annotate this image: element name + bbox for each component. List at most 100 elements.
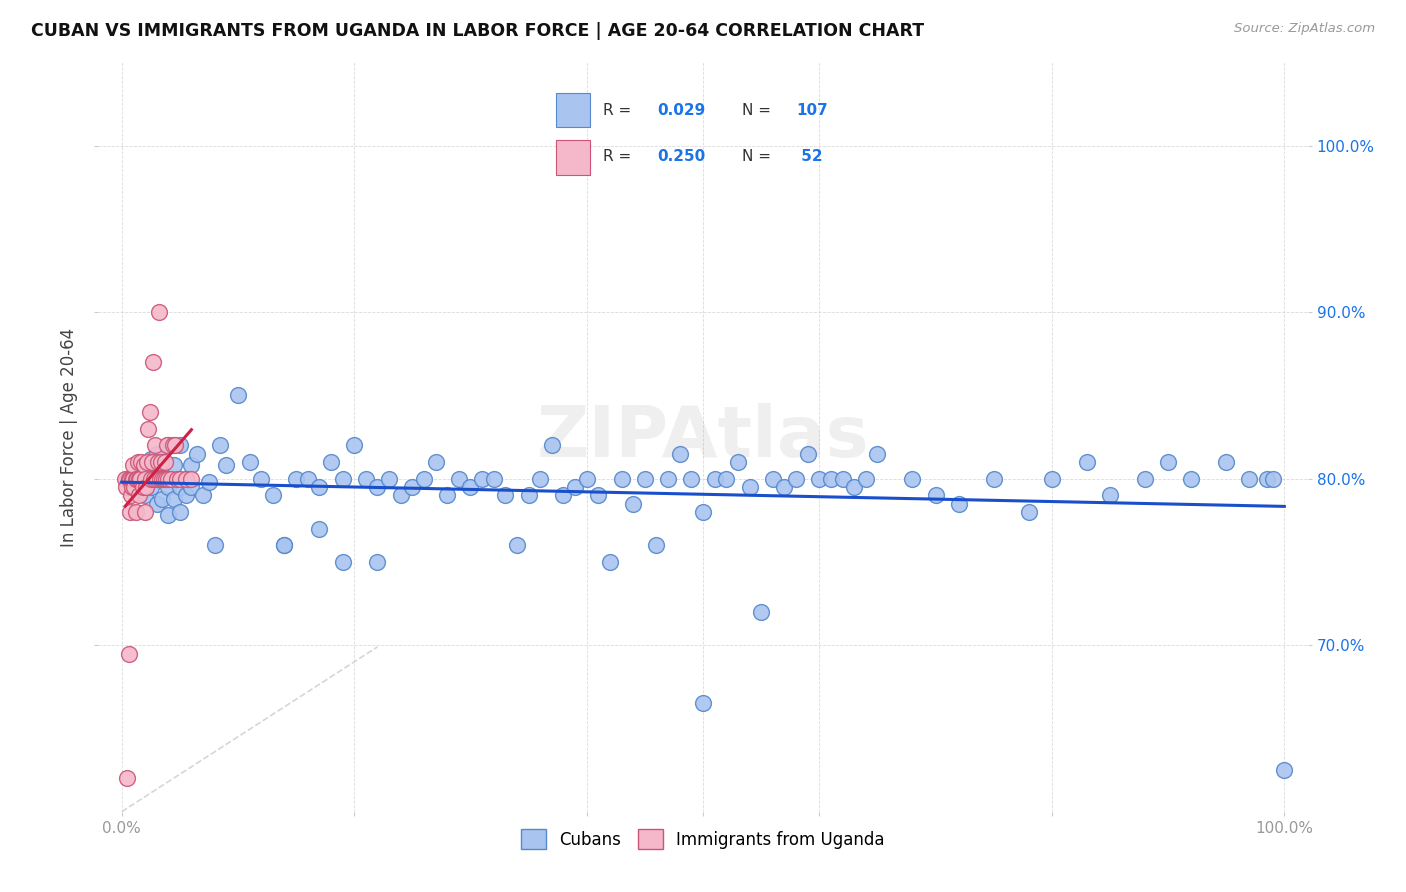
Point [692,505,714,519]
Point [169,438,191,452]
Point [136,455,159,469]
Point [1157,455,1180,469]
Point [115,480,138,494]
Point [118,472,141,486]
Point [134,463,156,477]
Point [226,388,249,402]
Point [198,475,221,489]
Point [366,555,388,569]
Point [152,472,174,486]
Point [134,472,156,486]
Point [297,472,319,486]
Point [180,480,202,494]
Point [169,505,191,519]
Point [148,305,170,319]
Point [924,488,946,502]
Point [482,472,505,486]
Point [425,455,447,469]
Point [121,472,143,486]
Point [901,472,924,486]
Point [139,480,162,494]
Point [540,438,562,452]
Point [262,488,284,502]
Point [773,480,796,494]
Point [156,438,179,452]
Point [436,488,458,502]
Point [273,538,295,552]
Point [703,472,725,486]
Point [1215,455,1237,469]
Point [1018,505,1040,519]
Point [808,472,831,486]
Point [146,455,169,469]
Point [149,472,172,486]
Point [122,475,145,489]
Point [174,472,197,486]
Point [273,538,295,552]
Point [319,455,342,469]
Point [332,472,354,486]
Point [128,488,150,502]
Point [150,455,173,469]
Point [1040,472,1063,486]
Point [610,472,633,486]
Point [1256,472,1278,486]
Text: ZIPAtlas: ZIPAtlas [537,402,869,472]
Point [128,480,150,494]
Legend: Cubans, Immigrants from Uganda: Cubans, Immigrants from Uganda [515,822,891,855]
Text: Source: ZipAtlas.com: Source: ZipAtlas.com [1234,22,1375,36]
Point [150,455,173,469]
Point [332,555,354,569]
Point [139,472,162,486]
Point [114,472,136,486]
Point [204,538,226,552]
Point [157,480,180,494]
Point [120,488,142,502]
Point [749,605,772,619]
Point [145,472,167,486]
Point [180,472,202,486]
Point [124,505,146,519]
Point [308,480,330,494]
Point [122,472,145,486]
Point [285,472,308,486]
Point [165,438,187,452]
Point [1261,472,1284,486]
Point [645,538,668,552]
Point [174,472,197,486]
Point [145,497,167,511]
Point [575,472,598,486]
Text: CUBAN VS IMMIGRANTS FROM UGANDA IN LABOR FORCE | AGE 20-64 CORRELATION CHART: CUBAN VS IMMIGRANTS FROM UGANDA IN LABOR… [31,22,924,40]
Point [143,472,166,486]
Point [716,472,738,486]
Point [153,455,176,469]
Point [209,438,232,452]
Point [588,488,610,502]
Point [621,497,644,511]
Point [796,447,818,461]
Point [134,488,156,502]
Point [159,472,181,486]
Point [389,488,412,502]
Point [135,480,157,494]
Point [529,472,551,486]
Point [866,447,889,461]
Point [657,472,679,486]
Point [132,458,155,473]
Point [506,538,529,552]
Point [983,472,1005,486]
Point [1239,472,1261,486]
Point [692,697,714,711]
Point [150,472,173,486]
Point [127,455,149,469]
Point [117,472,139,486]
Point [117,772,139,786]
Point [131,480,153,494]
Point [134,505,156,519]
Point [121,480,143,494]
Point [1098,488,1121,502]
Point [564,480,586,494]
Point [124,480,146,494]
Point [157,472,180,486]
Y-axis label: In Labor Force | Age 20-64: In Labor Force | Age 20-64 [60,327,79,547]
